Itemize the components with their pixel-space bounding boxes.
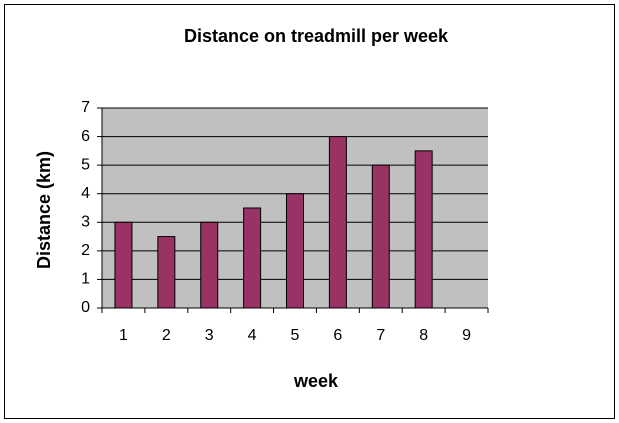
- y-tick-label: 1: [81, 271, 90, 288]
- bar: [414, 150, 433, 309]
- y-tick-label: 4: [81, 185, 90, 202]
- y-tick-label: 0: [81, 299, 90, 316]
- bar: [200, 221, 219, 309]
- x-tick-label: 6: [333, 327, 342, 344]
- x-tick-label: 7: [376, 327, 385, 344]
- chart-title: Distance on treadmill per week: [184, 26, 449, 46]
- bar: [243, 207, 262, 309]
- bar: [114, 221, 133, 309]
- x-tick-label: 1: [119, 327, 128, 344]
- x-tick-label: 9: [462, 327, 471, 344]
- bar: [328, 136, 347, 309]
- x-axis-title: week: [293, 371, 339, 391]
- y-tick-label: 2: [81, 242, 90, 259]
- x-tick-label: 3: [205, 327, 214, 344]
- x-tick-label: 2: [162, 327, 171, 344]
- bar: [286, 193, 304, 309]
- bar: [371, 164, 390, 309]
- x-tick-label: 4: [248, 327, 257, 344]
- y-tick-label: 6: [81, 128, 90, 145]
- y-tick-label: 7: [81, 99, 90, 116]
- y-axis-title: Distance (km): [34, 151, 54, 269]
- y-tick-label: 3: [81, 214, 90, 231]
- x-tick-label: 5: [291, 327, 300, 344]
- y-tick-label: 5: [81, 156, 90, 173]
- x-tick-label: 8: [419, 327, 428, 344]
- bar: [157, 236, 176, 309]
